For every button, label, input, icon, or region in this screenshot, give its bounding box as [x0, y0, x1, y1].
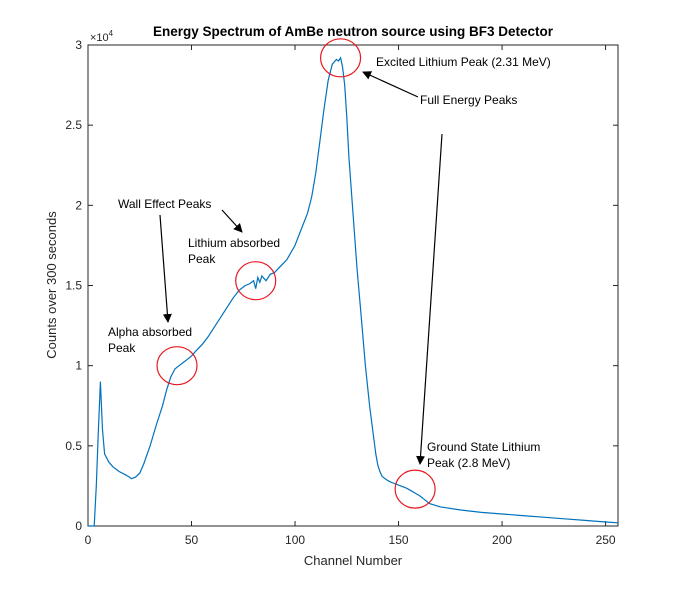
y-exponent-power: 4: [109, 29, 114, 38]
x-axis-ticks: 0 50 100 150 200 250: [85, 45, 616, 547]
x-tick-label: 250: [596, 533, 616, 547]
x-tick-label: 50: [185, 533, 199, 547]
x-tick-label: 100: [285, 533, 305, 547]
x-axis-label: Channel Number: [304, 553, 403, 568]
y-tick-label: 2.5: [65, 118, 82, 132]
x-tick-label: 0: [85, 533, 92, 547]
y-tick-label: 0: [75, 519, 82, 533]
annotation-lithium-absorbed-1: Lithium absorbed: [188, 236, 280, 250]
y-exponent-label: ×104: [90, 29, 114, 44]
y-axis-label: Counts over 300 seconds: [44, 211, 59, 359]
annotation-lithium-absorbed-2: Peak: [188, 252, 216, 266]
annotation-full-energy: Full Energy Peaks: [420, 93, 517, 107]
x-tick-label: 200: [492, 533, 512, 547]
arrow-full-to-excited: [362, 71, 419, 98]
arrow-full-to-ground: [416, 133, 443, 465]
x-tick-label: 150: [389, 533, 409, 547]
peak-circle: [394, 469, 436, 509]
plot-area: [87, 44, 619, 527]
y-tick-label: 3: [75, 38, 82, 52]
peak-circle: [156, 346, 198, 386]
peak-circles: [156, 38, 436, 509]
peak-circle: [319, 38, 362, 78]
annotation-excited-lithium: Excited Lithium Peak (2.31 MeV): [376, 55, 551, 69]
y-tick-label: 1.5: [65, 279, 82, 293]
arrow-wall-to-lithium: [221, 209, 243, 233]
annotation-ground-state-2: Peak (2.8 MeV): [427, 456, 510, 470]
arrow-wall-to-alpha: [159, 214, 172, 323]
peak-circle: [235, 261, 277, 301]
annotation-alpha-absorbed-2: Peak: [108, 341, 136, 355]
y-tick-label: 1: [75, 359, 82, 373]
chart-title: Energy Spectrum of AmBe neutron source u…: [153, 24, 554, 39]
y-tick-label: 0.5: [65, 439, 82, 453]
series-line: [88, 56, 619, 527]
y-tick-label: 2: [75, 198, 82, 212]
annotation-wall-effect: Wall Effect Peaks: [118, 197, 211, 211]
annotation-alpha-absorbed-1: Alpha absorbed: [108, 325, 192, 339]
y-axis-ticks: 0 0.5 1 1.5 2 2.5 3: [65, 38, 618, 533]
annotation-ground-state-1: Ground State Lithium: [427, 440, 540, 454]
